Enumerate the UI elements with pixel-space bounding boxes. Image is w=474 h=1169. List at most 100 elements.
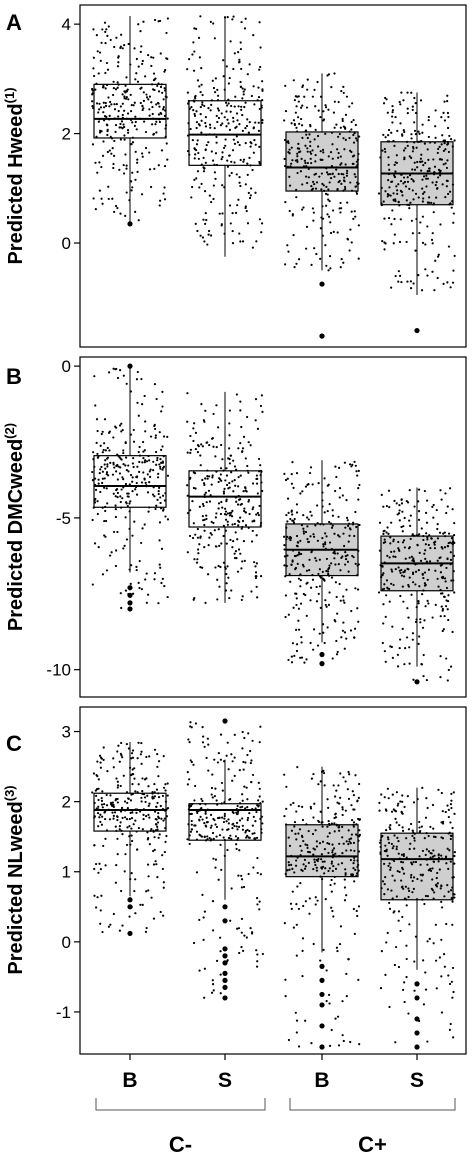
jitter-point xyxy=(123,109,126,112)
jitter-point xyxy=(427,568,431,571)
jitter-point xyxy=(248,156,251,159)
jitter-point xyxy=(412,179,415,182)
jitter-point xyxy=(215,545,218,548)
jitter-point xyxy=(165,142,168,145)
jitter-point xyxy=(299,881,302,885)
jitter-point xyxy=(327,993,331,996)
jitter-point xyxy=(101,202,104,205)
jitter-point xyxy=(135,57,138,61)
jitter-point xyxy=(414,583,417,586)
jitter-point xyxy=(346,201,349,204)
jitter-point xyxy=(306,581,309,584)
jitter-point xyxy=(321,158,324,162)
jitter-point xyxy=(187,122,190,125)
jitter-point xyxy=(188,741,191,744)
jitter-point xyxy=(97,871,100,874)
jitter-point xyxy=(431,505,434,508)
jitter-point xyxy=(142,817,145,821)
jitter-point xyxy=(191,536,195,540)
jitter-point xyxy=(102,111,105,114)
jitter-point xyxy=(448,982,452,986)
jitter-point xyxy=(435,987,438,990)
jitter-point xyxy=(118,168,121,171)
y-axis-label-superscript: (2) xyxy=(2,423,17,439)
jitter-point xyxy=(411,638,414,641)
jitter-point xyxy=(196,229,199,233)
jitter-point xyxy=(405,199,408,202)
jitter-point xyxy=(292,801,295,805)
jitter-point xyxy=(391,121,394,124)
jitter-point xyxy=(159,19,162,23)
jitter-point xyxy=(213,127,216,130)
jitter-point xyxy=(127,42,130,46)
outlier-point xyxy=(319,991,325,998)
jitter-point xyxy=(226,848,229,852)
jitter-point xyxy=(255,513,258,516)
jitter-point xyxy=(112,461,115,464)
jitter-point xyxy=(151,105,154,109)
jitter-point xyxy=(400,190,403,194)
jitter-point xyxy=(316,644,320,647)
jitter-point xyxy=(285,538,288,541)
outlier-point xyxy=(414,1016,420,1022)
jitter-point xyxy=(235,843,238,846)
jitter-point xyxy=(347,958,350,961)
jitter-point xyxy=(326,213,329,216)
jitter-point xyxy=(398,646,401,650)
jitter-point xyxy=(394,817,397,820)
jitter-point xyxy=(252,34,255,37)
jitter-point xyxy=(393,163,396,166)
jitter-point xyxy=(161,460,164,463)
jitter-point xyxy=(308,558,311,561)
jitter-point xyxy=(91,100,94,103)
jitter-point xyxy=(166,158,169,161)
jitter-point xyxy=(337,784,340,787)
jitter-point xyxy=(347,540,350,543)
jitter-point xyxy=(287,1038,291,1042)
jitter-point xyxy=(403,130,406,134)
jitter-point xyxy=(436,276,439,280)
jitter-point xyxy=(220,443,223,447)
jitter-point xyxy=(340,172,343,176)
jitter-point xyxy=(240,67,243,71)
jitter-point xyxy=(139,903,142,906)
jitter-point xyxy=(321,536,324,540)
jitter-point xyxy=(154,436,157,439)
jitter-point xyxy=(380,493,383,497)
jitter-point xyxy=(398,509,401,512)
jitter-point xyxy=(199,802,202,806)
jitter-point xyxy=(400,574,404,577)
jitter-point xyxy=(162,754,165,758)
jitter-point xyxy=(317,857,320,861)
jitter-point xyxy=(401,530,404,533)
jitter-point xyxy=(116,86,119,89)
jitter-point xyxy=(159,85,163,89)
jitter-point xyxy=(106,130,109,133)
jitter-point xyxy=(191,500,194,503)
jitter-point xyxy=(125,382,128,385)
jitter-point xyxy=(162,192,165,195)
jitter-point xyxy=(394,1041,397,1044)
jitter-point xyxy=(91,583,94,586)
jitter-point xyxy=(230,104,233,108)
jitter-point xyxy=(251,832,254,835)
jitter-point xyxy=(122,172,126,175)
jitter-point xyxy=(232,540,235,543)
jitter-point xyxy=(202,156,205,160)
jitter-point xyxy=(150,101,153,104)
jitter-point xyxy=(215,135,218,138)
jitter-point xyxy=(300,834,304,837)
jitter-point xyxy=(194,97,197,100)
jitter-point xyxy=(256,596,259,599)
jitter-point xyxy=(337,563,340,566)
jitter-point xyxy=(415,606,418,609)
jitter-point xyxy=(295,859,298,862)
jitter-point xyxy=(234,211,238,215)
jitter-point xyxy=(323,543,327,546)
jitter-point xyxy=(254,807,257,810)
jitter-point xyxy=(105,28,108,31)
jitter-point xyxy=(96,760,99,763)
y-tick-label: -1 xyxy=(56,1003,71,1022)
jitter-point xyxy=(228,447,231,450)
jitter-point xyxy=(395,154,398,157)
